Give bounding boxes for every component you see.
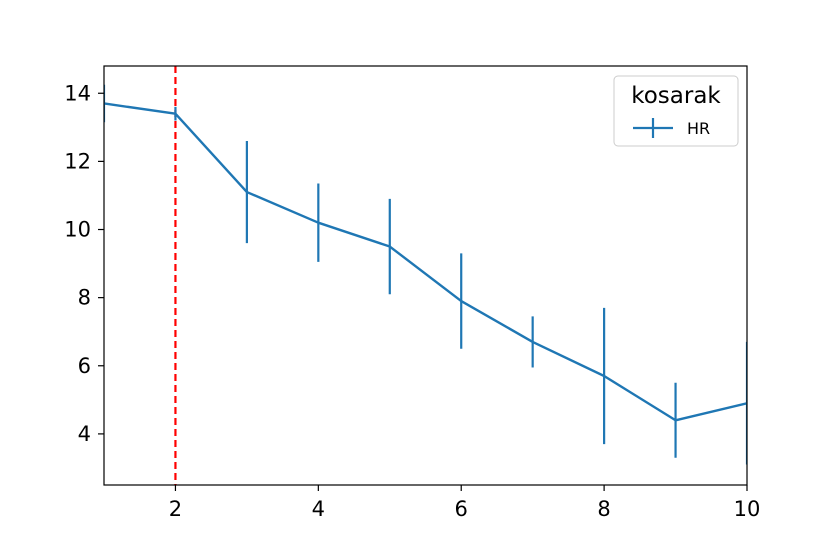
x-tick-label: 8	[597, 497, 610, 521]
x-tick-label: 10	[734, 497, 761, 521]
y-tick-label: 8	[78, 286, 91, 310]
legend-title: kosarak	[631, 83, 721, 109]
series-line-hr	[104, 102, 747, 422]
y-tick-label: 14	[64, 81, 91, 105]
legend-label: HR	[687, 119, 710, 138]
y-tick-label: 12	[64, 149, 91, 173]
y-axis: 4 6 8 10 12 14	[64, 81, 104, 446]
y-tick-label: 4	[78, 422, 91, 446]
x-axis: 2 4 6 8 10	[169, 485, 761, 521]
legend: kosarak HR	[613, 75, 739, 147]
x-tick-label: 2	[169, 497, 182, 521]
legend-entry-hr: HR	[633, 118, 710, 138]
x-tick-label: 4	[312, 497, 325, 521]
axes-frame	[103, 65, 748, 486]
plot-content	[104, 66, 747, 485]
y-tick-label: 10	[64, 218, 91, 242]
x-tick-label: 6	[455, 497, 468, 521]
y-tick-label: 6	[78, 354, 91, 378]
